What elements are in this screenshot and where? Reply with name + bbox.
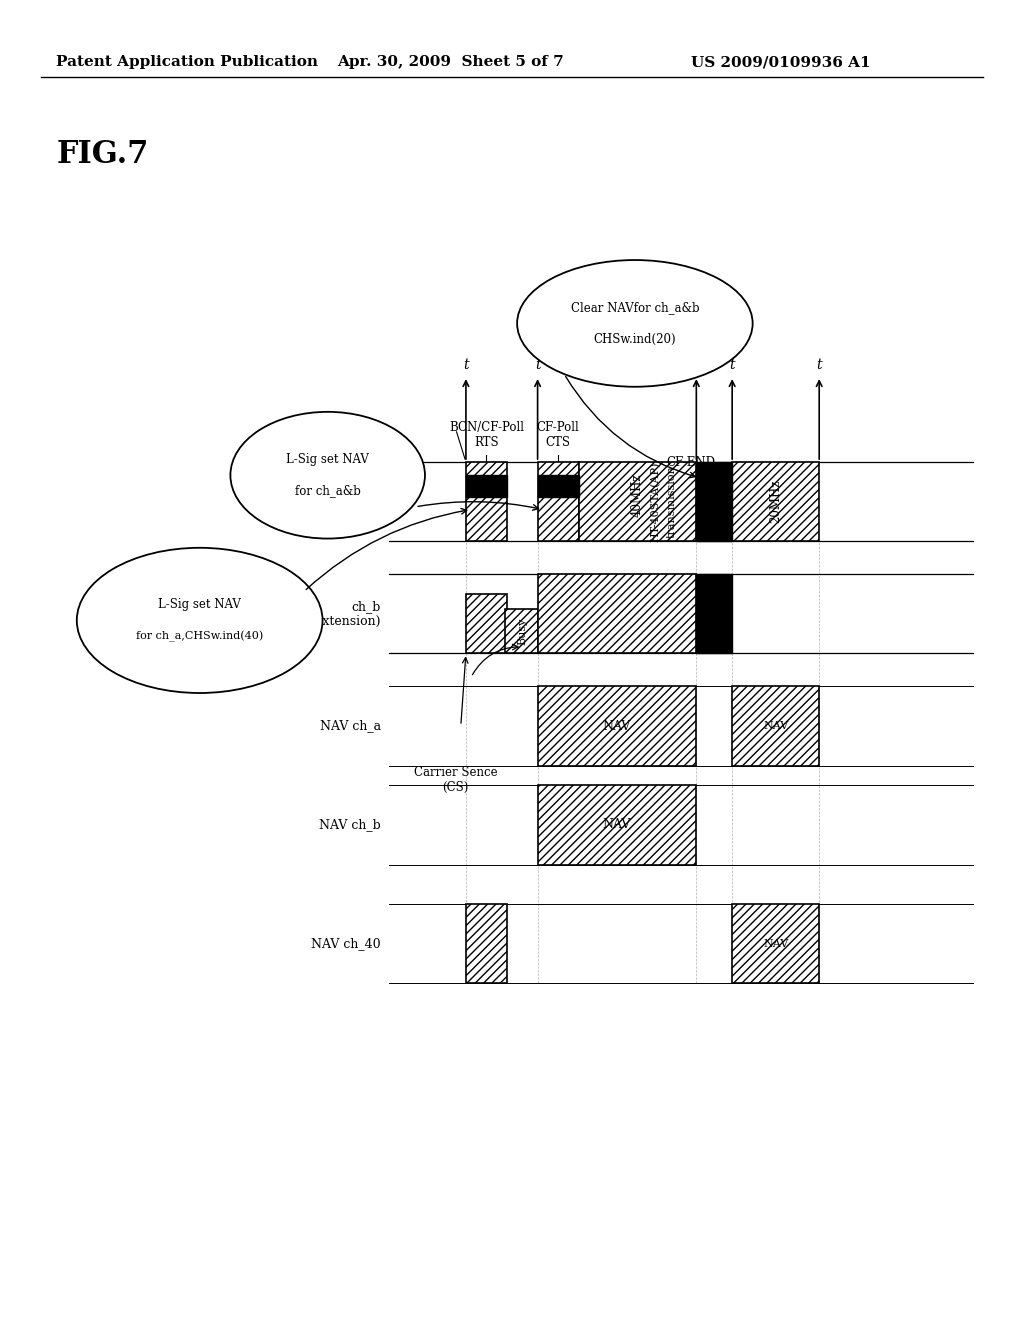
Text: transmission: transmission <box>667 465 676 539</box>
Bar <box>732 686 819 766</box>
Text: Busy: Busy <box>517 618 527 645</box>
Bar <box>466 475 507 496</box>
Text: t: t <box>693 358 699 372</box>
Text: t: t <box>463 358 469 372</box>
Text: NAV: NAV <box>603 818 631 832</box>
Text: Apr. 30, 2009  Sheet 5 of 7: Apr. 30, 2009 Sheet 5 of 7 <box>337 55 564 70</box>
Text: NAV ch_b: NAV ch_b <box>319 818 381 832</box>
Text: L-Sig set NAV: L-Sig set NAV <box>287 453 369 466</box>
Text: 20MHz: 20MHz <box>769 480 782 523</box>
Text: CHSw.ind(20): CHSw.ind(20) <box>594 333 676 346</box>
Text: t: t <box>729 358 735 372</box>
Text: 40MHz: 40MHz <box>631 474 644 516</box>
Bar <box>538 785 696 865</box>
Bar <box>696 574 732 653</box>
Bar <box>732 904 819 983</box>
Text: for ch_a,CHSw.ind(40): for ch_a,CHSw.ind(40) <box>136 631 263 642</box>
Bar <box>538 462 579 541</box>
Bar <box>696 462 732 541</box>
Text: ch_a
(control): ch_a (control) <box>326 487 381 516</box>
Bar <box>579 462 696 541</box>
Bar <box>466 904 507 983</box>
Text: FIG.7: FIG.7 <box>56 139 148 169</box>
Text: HT-40STA(AP): HT-40STA(AP) <box>650 462 662 541</box>
Text: CF-END: CF-END <box>667 455 716 469</box>
Text: ch_b
(extension): ch_b (extension) <box>310 599 381 628</box>
Text: L-Sig set NAV: L-Sig set NAV <box>159 598 241 611</box>
Text: for ch_a&b: for ch_a&b <box>295 484 360 498</box>
Text: NAV: NAV <box>603 719 631 733</box>
Bar <box>466 462 507 541</box>
Text: NAV: NAV <box>763 939 788 949</box>
Text: Patent Application Publication: Patent Application Publication <box>56 55 318 70</box>
Text: CF-Poll
CTS: CF-Poll CTS <box>537 421 580 449</box>
Bar <box>538 574 696 653</box>
Bar <box>538 686 696 766</box>
Bar <box>505 609 538 653</box>
Ellipse shape <box>77 548 323 693</box>
Bar <box>538 475 579 496</box>
Bar <box>732 462 819 541</box>
Ellipse shape <box>230 412 425 539</box>
Text: t: t <box>535 358 541 372</box>
Text: t: t <box>816 358 822 372</box>
Text: NAV ch_a: NAV ch_a <box>319 719 381 733</box>
Ellipse shape <box>517 260 753 387</box>
Text: US 2009/0109936 A1: US 2009/0109936 A1 <box>691 55 870 70</box>
Text: NAV ch_40: NAV ch_40 <box>311 937 381 950</box>
Bar <box>466 594 507 653</box>
Text: Clear NAVfor ch_a&b: Clear NAVfor ch_a&b <box>570 301 699 314</box>
Text: BCN/CF-Poll
RTS: BCN/CF-Poll RTS <box>449 421 524 449</box>
Text: Carrier Sence
(CS): Carrier Sence (CS) <box>414 766 498 793</box>
Text: NAV: NAV <box>763 721 788 731</box>
